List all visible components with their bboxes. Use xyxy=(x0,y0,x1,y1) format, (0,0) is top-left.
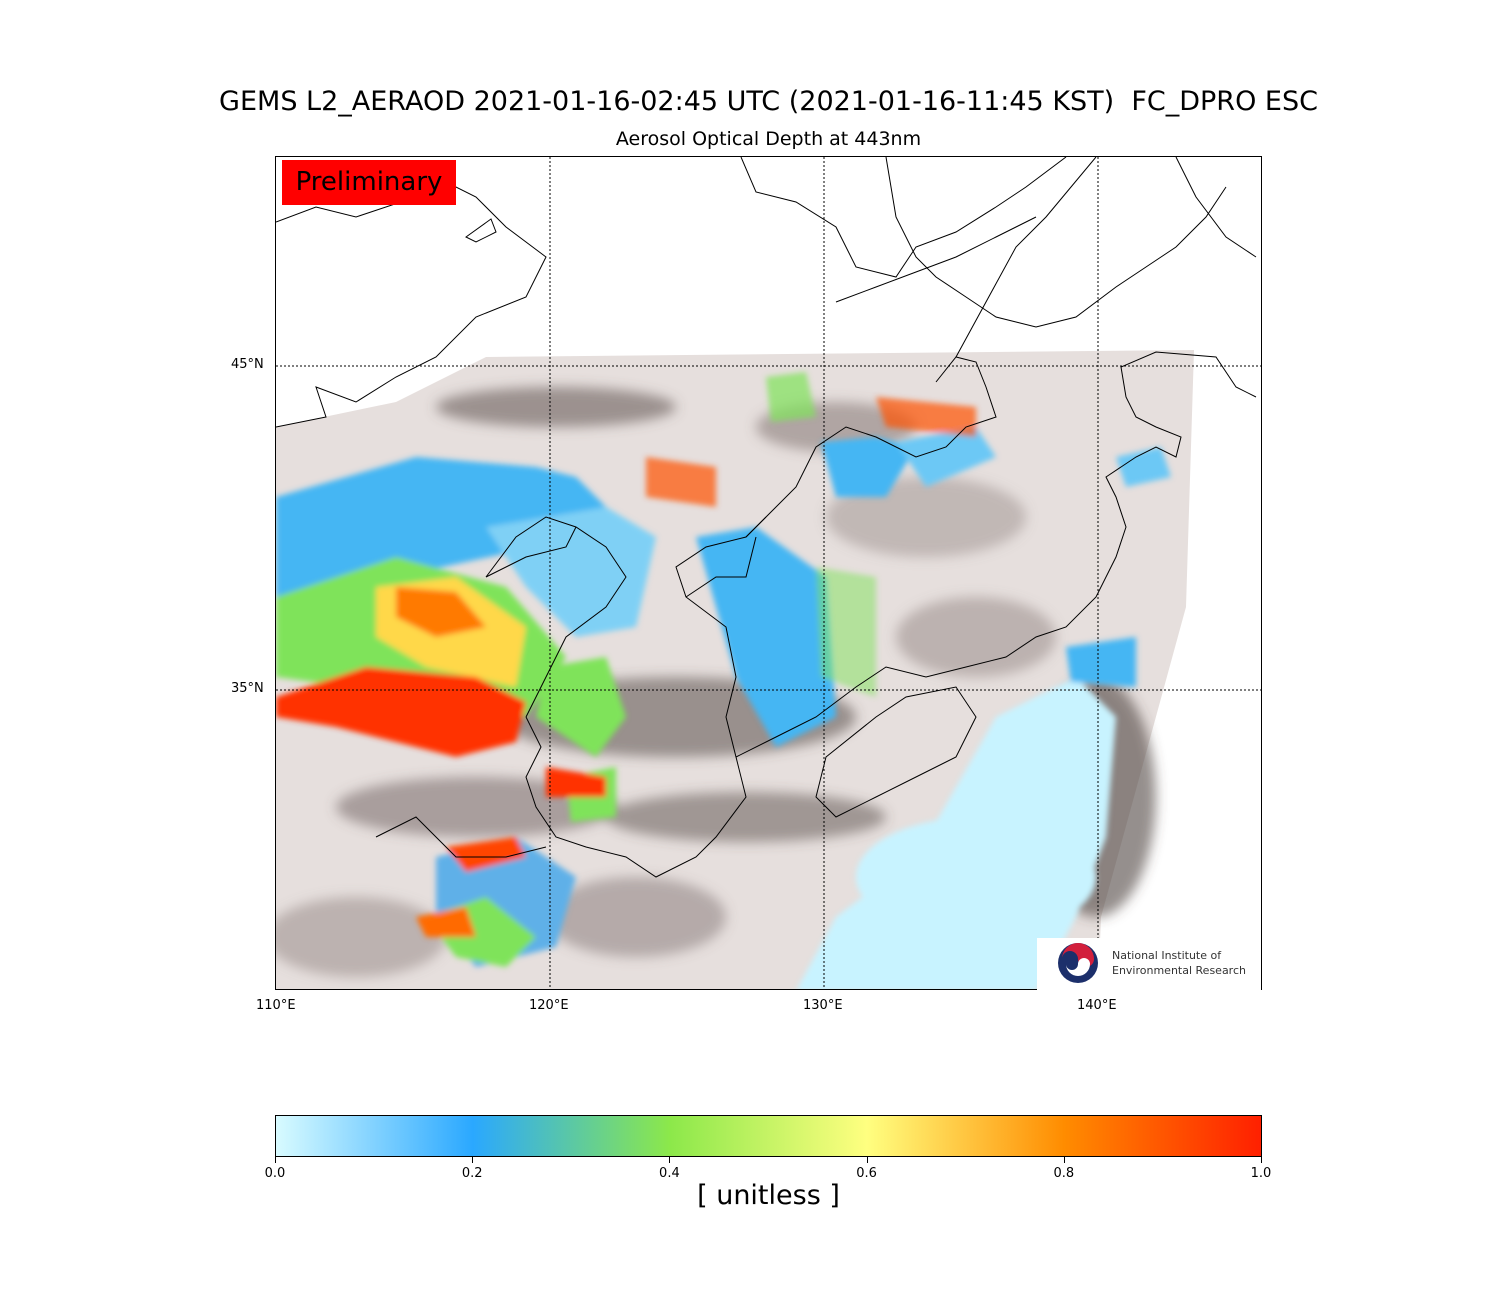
lat-label-45: 45°N xyxy=(231,357,264,372)
logo-line-1: National Institute of xyxy=(1112,949,1222,962)
nier-logo: National Institute of Environmental Rese… xyxy=(1037,938,1261,990)
colorbar-tick xyxy=(866,1157,868,1163)
gridlines xyxy=(276,157,1261,989)
coastlines xyxy=(276,157,1257,878)
lon-label-140: 140°E xyxy=(1077,998,1117,1013)
colorbar-tick-label: 1.0 xyxy=(1250,1166,1272,1181)
logo-text: National Institute of Environmental Rese… xyxy=(1112,948,1246,978)
colorbar-tick xyxy=(472,1157,474,1163)
lat-label-35: 35°N xyxy=(231,681,264,696)
colorbar-tick-label: 0.6 xyxy=(856,1166,877,1181)
colorbar-tick xyxy=(1063,1157,1065,1163)
colorbar xyxy=(275,1115,1262,1157)
lon-label-130: 130°E xyxy=(803,998,843,1013)
chart-title: GEMS L2_AERAOD 2021-01-16-02:45 UTC (202… xyxy=(219,86,1318,117)
aod-retrievals xyxy=(276,372,1171,989)
colorbar-tick xyxy=(669,1157,671,1163)
colorbar-tick-label: 0.8 xyxy=(1053,1166,1075,1181)
colorbar-tick-label: 0.2 xyxy=(461,1166,483,1181)
lon-label-110: 110°E xyxy=(256,998,296,1013)
lon-label-120: 120°E xyxy=(529,998,569,1013)
logo-line-2: Environmental Research xyxy=(1112,964,1246,977)
map-graphic xyxy=(276,157,1261,989)
preliminary-badge: Preliminary xyxy=(282,160,456,205)
colorbar-tick-label: 0.4 xyxy=(659,1166,680,1181)
colorbar-tick xyxy=(275,1157,276,1163)
colorbar-unit: [ unitless ] xyxy=(697,1180,840,1211)
colorbar-tick-label: 0.0 xyxy=(264,1166,286,1181)
aod-map xyxy=(275,156,1262,990)
chart-subtitle: Aerosol Optical Depth at 443nm xyxy=(615,128,922,150)
taegeuk-emblem-icon xyxy=(1058,943,1098,983)
colorbar-tick xyxy=(1261,1157,1262,1163)
